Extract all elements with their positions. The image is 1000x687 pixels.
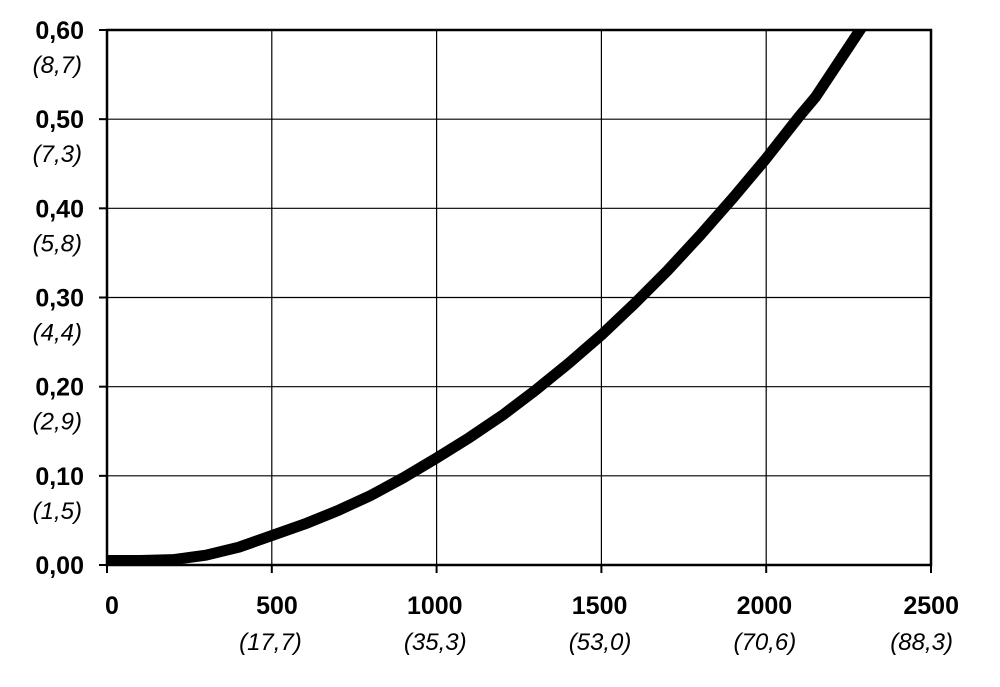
x-tick-label: 500 <box>256 592 298 620</box>
y-tick-label: 0,00 <box>35 552 84 580</box>
horizontal-gridlines <box>107 118 931 477</box>
y-tick-label: 0,30 <box>35 285 84 313</box>
x-tick-label: 1500 <box>572 592 628 620</box>
y-tick-sublabel: (2,9) <box>33 409 82 436</box>
x-tick-sublabel: (17,7) <box>239 629 302 656</box>
series-line <box>107 30 867 565</box>
x-tick-sublabel: (70,6) <box>733 629 796 656</box>
y-axis-ticks: 0,00 0,10 (1,5) 0,20 (2,9) 0,30 (4,4) 0,40 (5,8)… <box>33 17 107 580</box>
y-tick-sublabel: (1,5) <box>33 498 82 525</box>
x-tick-label: 2500 <box>903 592 959 620</box>
y-tick-sublabel: (7,3) <box>33 141 82 168</box>
x-tick-label: 1000 <box>407 592 463 620</box>
series-layer <box>107 30 867 565</box>
x-tick-sublabel: (53,0) <box>569 629 632 656</box>
x-tick-sublabel: (88,3) <box>890 629 953 656</box>
y-tick-sublabel: (5,8) <box>33 230 82 257</box>
y-tick-label: 0,20 <box>35 374 84 402</box>
x-axis-ticks: 0 500 (17,7) 1000 (35,3) 1500 (53,0) 2000 (70,6)… <box>105 565 959 656</box>
y-tick-sublabel: (4,4) <box>33 320 82 347</box>
y-tick-label: 0,60 <box>35 17 84 45</box>
x-tick-label: 2000 <box>737 592 793 620</box>
x-tick-sublabel: (35,3) <box>404 629 467 656</box>
y-tick-label: 0,10 <box>35 463 84 491</box>
x-tick-label: 0 <box>105 592 119 620</box>
y-tick-sublabel: (8,7) <box>33 52 82 79</box>
y-tick-label: 0,40 <box>35 195 84 223</box>
y-tick-label: 0,50 <box>35 106 84 134</box>
